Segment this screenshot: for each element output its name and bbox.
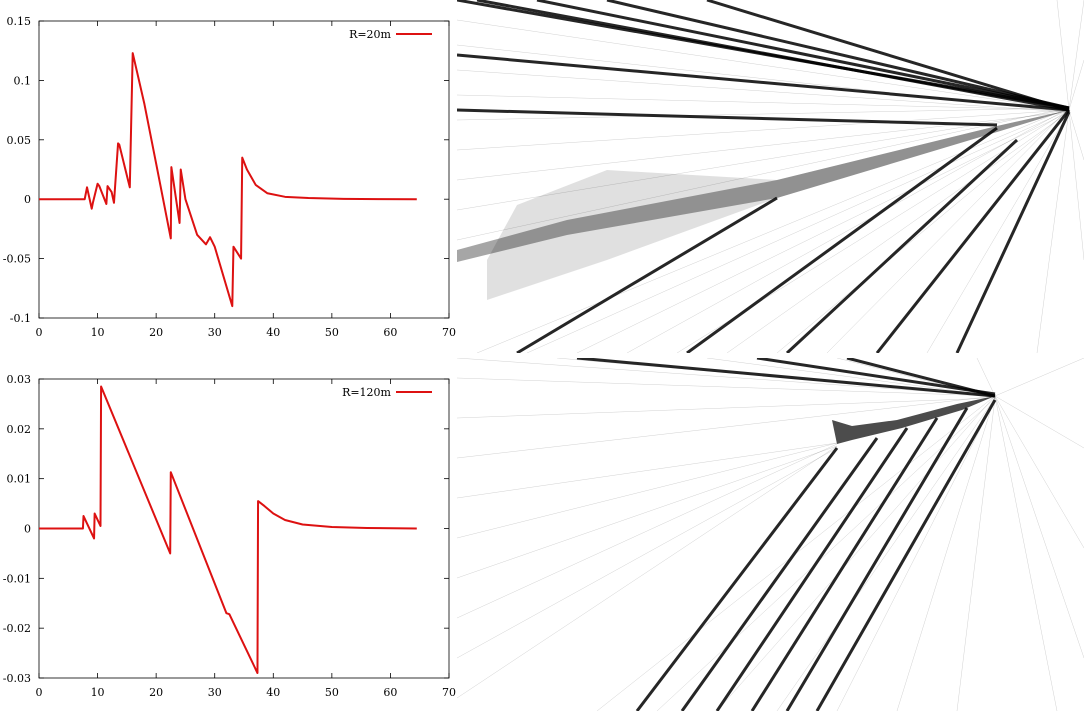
mesh-top-shock-lines [457, 0, 1071, 353]
x-tick-label: 30 [208, 326, 222, 339]
x-tick-label: 10 [91, 686, 105, 699]
series-line-0 [39, 385, 417, 675]
mesh-top-refined-zone [487, 110, 1069, 300]
y-tick-label: 0 [24, 523, 31, 536]
x-tick-label: 10 [91, 326, 105, 339]
x-tick-label: 0 [36, 686, 43, 699]
legend-label: R=120m [342, 386, 391, 399]
y-tick-label: -0.03 [3, 672, 31, 685]
plot-r20: 0 10 20 30 40 50 60 70 -0.1 -0.05 0 0.05 0.1 0.15 R=20… [3, 15, 456, 339]
x-tick-label: 70 [442, 326, 456, 339]
y-tick-label: 0.05 [7, 134, 32, 147]
mesh-top-background [457, 0, 1084, 353]
y-tick-label: 0.01 [7, 473, 32, 486]
y-tick-label: -0.01 [3, 572, 31, 585]
mesh-image-top [457, 0, 1084, 353]
mesh-bottom-shock-lines [576, 358, 997, 711]
mesh-top-aircraft [457, 110, 1069, 262]
y-tick-label: 0.03 [7, 373, 32, 386]
y-tick-label: -0.05 [3, 253, 31, 266]
y-tick-label: -0.1 [10, 312, 31, 325]
x-tick-label: 40 [266, 326, 280, 339]
x-tick-label: 30 [208, 686, 222, 699]
x-tick-label: 60 [383, 686, 397, 699]
y-tick-label: 0.1 [14, 74, 32, 87]
x-tick-label: 50 [325, 686, 339, 699]
y-tick-label: 0 [24, 193, 31, 206]
y-tick-label: -0.02 [3, 622, 31, 635]
y-tick-label: 0.02 [7, 423, 32, 436]
x-tick-label: 0 [36, 326, 43, 339]
series-line-0 [39, 52, 417, 308]
x-tick-label: 20 [149, 686, 163, 699]
y-tick-label: 0.15 [7, 15, 32, 28]
mesh-bottom-aircraft [832, 396, 995, 444]
plot-frame [38, 20, 450, 319]
plot-r120: 0 10 20 30 40 50 60 70 -0.03 -0.02 -0.01 0 0.01 0.02 0… [3, 373, 456, 699]
x-tick-label: 70 [442, 686, 456, 699]
x-tick-label: 50 [325, 326, 339, 339]
x-tick-label: 60 [383, 326, 397, 339]
legend-label: R=20m [349, 28, 391, 41]
mesh-image-bottom [457, 358, 1084, 711]
x-tick-label: 40 [266, 686, 280, 699]
x-tick-label: 20 [149, 326, 163, 339]
